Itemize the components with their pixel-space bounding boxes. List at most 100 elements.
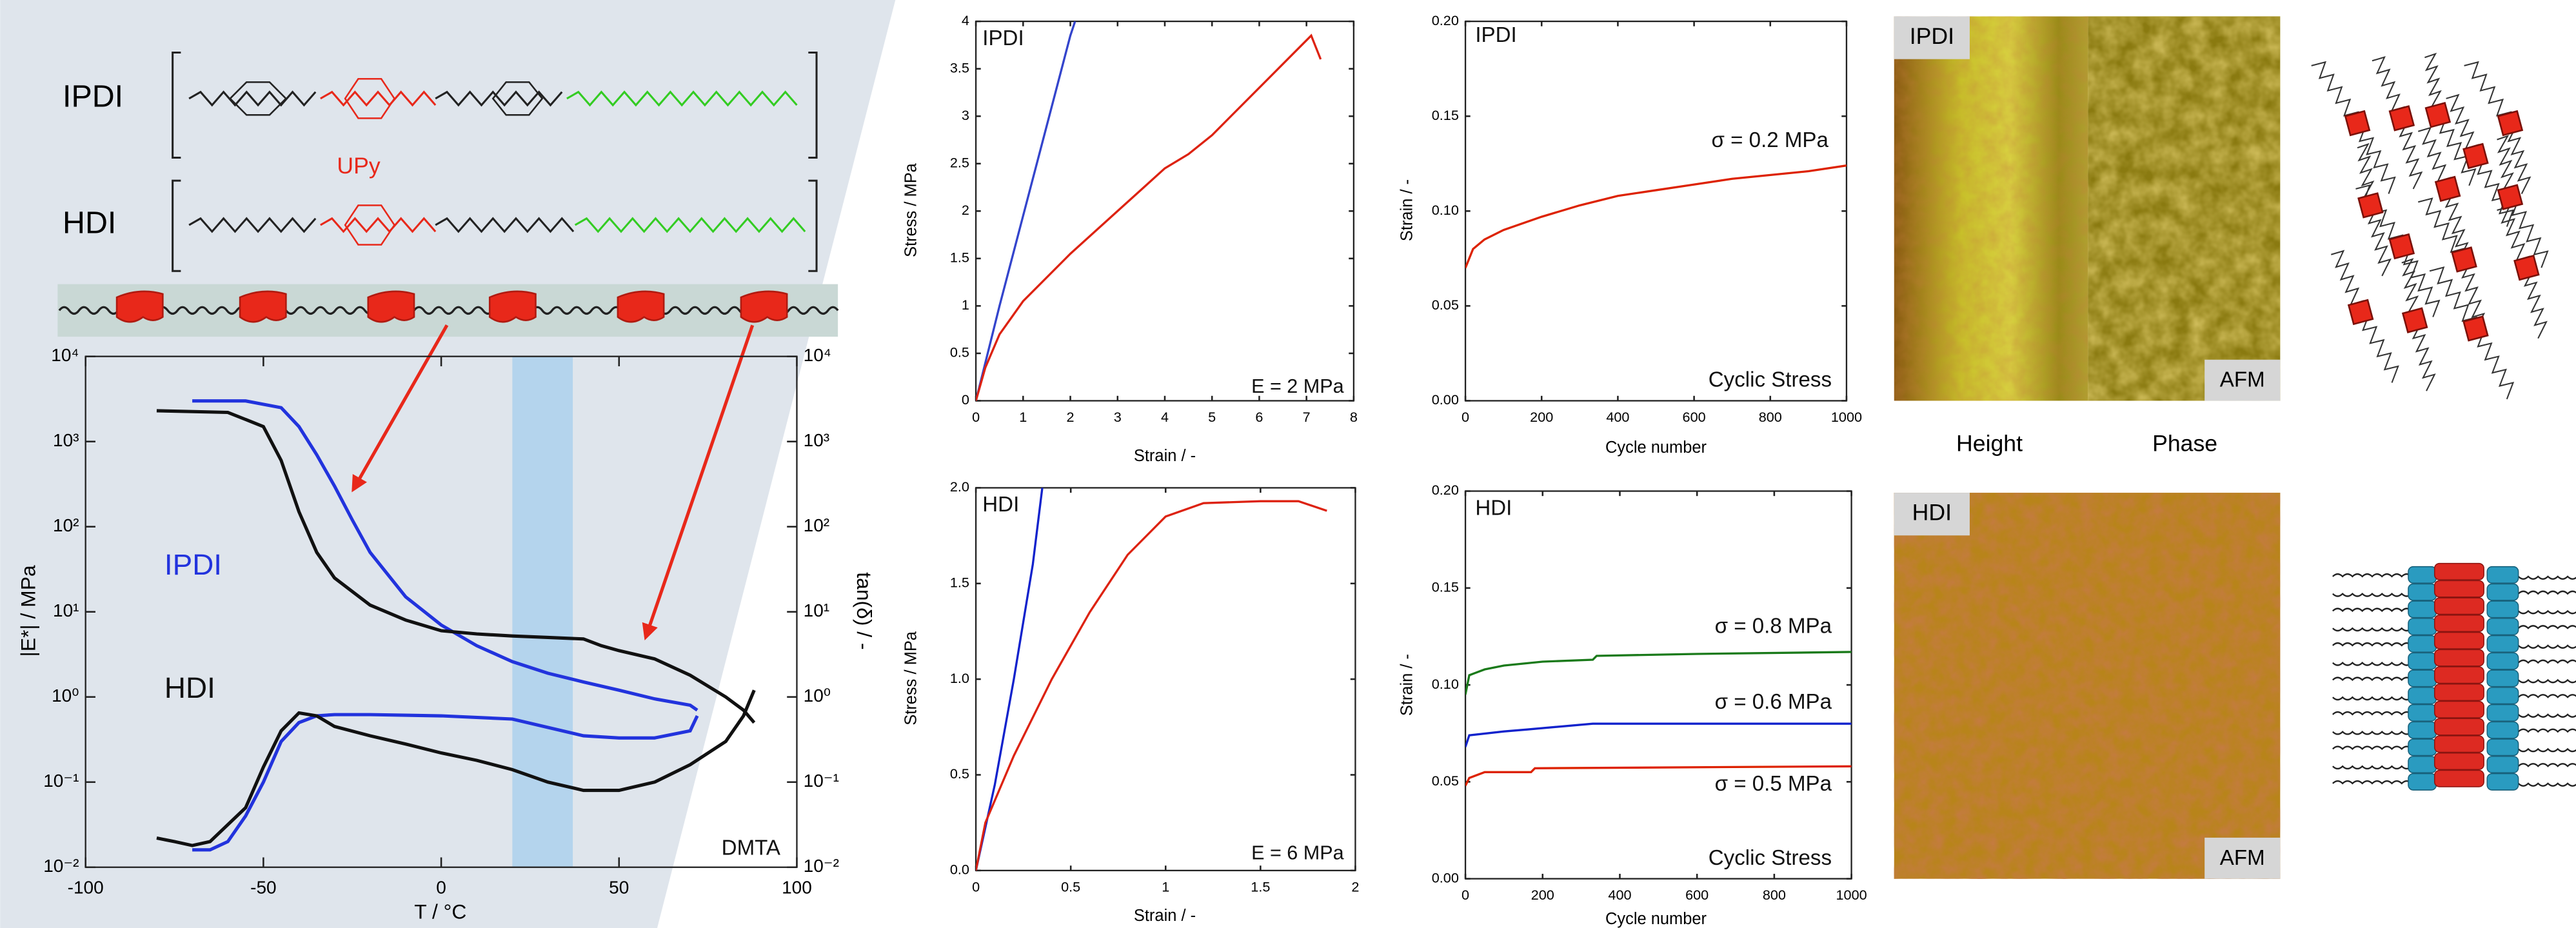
- strand: [2332, 765, 2412, 770]
- x-tick-label: 1.5: [1251, 878, 1270, 894]
- highlight-band: [512, 356, 573, 867]
- strand: [2475, 328, 2515, 400]
- arrow: [352, 324, 449, 493]
- data-line: [156, 689, 756, 847]
- structure-label: HDI: [63, 206, 116, 241]
- panel-background: [0, 0, 896, 928]
- strand: [2517, 644, 2576, 649]
- annotation: σ = 0.8 MPa: [1715, 615, 1832, 638]
- plot-frame: [1464, 490, 1852, 880]
- y-tick-label: 0.20: [1432, 482, 1459, 498]
- ring: [344, 204, 396, 246]
- cylinder: [2433, 735, 2484, 753]
- cylinder: [2486, 704, 2519, 722]
- x-tick-label: 0.5: [1061, 878, 1080, 894]
- annotation: Cyclic Stress: [1709, 368, 1832, 392]
- strand: [2444, 188, 2469, 260]
- cylinder: [2486, 756, 2519, 774]
- x-axis-label: Cycle number: [1605, 910, 1707, 928]
- x-tick-label: 1000: [1831, 409, 1862, 425]
- upy-node: [2388, 233, 2415, 260]
- cylinder: [2408, 566, 2437, 584]
- bond: [320, 90, 437, 107]
- x-tick-label: 0: [1461, 409, 1469, 425]
- y-tick-label: 2.5: [950, 154, 969, 170]
- tag-box: [1894, 16, 1970, 59]
- annotation: E = 6 MPa: [1251, 842, 1343, 864]
- chart: 0 0.5 1 1.5 2 0.0 0.5 1.0 1.5 2.0 Strain / - Stress…: [902, 479, 1359, 925]
- strand: [2517, 782, 2576, 787]
- strand: [2357, 123, 2396, 194]
- cylinder: [2408, 669, 2437, 687]
- upy-blob: [115, 290, 164, 323]
- structure-label: IPDI: [63, 79, 123, 114]
- data-line: [976, 21, 1076, 401]
- strand: [2517, 609, 2576, 615]
- y-tick-label: 0.0: [950, 862, 969, 878]
- cylinder: [2408, 756, 2437, 774]
- y-tick-label: 2: [962, 202, 969, 218]
- schematic: [2311, 52, 2576, 791]
- afm-tag: HDI: [1912, 500, 1952, 526]
- strand: [2332, 573, 2412, 578]
- y-tick-label: 0.05: [1432, 773, 1459, 789]
- bracket: [172, 51, 818, 272]
- x-tick-label: 0: [1461, 887, 1469, 903]
- x-tick-label: -50: [250, 877, 276, 897]
- strand: [2399, 117, 2423, 190]
- upy-node: [2513, 254, 2540, 281]
- annotation: σ = 0.6 MPa: [1715, 690, 1832, 714]
- strand: [2360, 311, 2399, 383]
- cylinder: [2408, 721, 2437, 739]
- y-tick-label: 10⁻¹: [43, 771, 79, 791]
- cylinder: [2433, 769, 2484, 787]
- strand: [2510, 196, 2549, 268]
- bond: [574, 217, 806, 233]
- y-axis-label: Strain / -: [1398, 179, 1416, 241]
- y-tick-label: 0.10: [1432, 202, 1459, 218]
- chemical-structure: IPDI HDI UPy: [57, 51, 839, 337]
- x-axis-label: Strain / -: [1134, 447, 1196, 465]
- chart: 0 200 400 600 800 1000 0.00 0.05 0.10 0.15 0.20 Cyc…: [1398, 482, 1867, 928]
- x-tick-label: 7: [1303, 409, 1311, 425]
- upy-node: [2462, 143, 2489, 170]
- y-tick-label: 1.5: [950, 575, 969, 591]
- strand: [2517, 625, 2576, 629]
- y-tick-label: 0.00: [1432, 869, 1459, 885]
- y-tick-label: 0.5: [950, 765, 969, 782]
- y2-tick-label: 10⁰: [804, 686, 831, 706]
- x-tick-label: 200: [1531, 887, 1554, 903]
- y-tick-label: 1: [962, 297, 969, 313]
- cylinder: [2486, 738, 2519, 756]
- strand: [2517, 590, 2576, 595]
- cylinder: [2486, 669, 2519, 687]
- chart: 0 200 400 600 800 1000 0.00 0.05 0.10 0.15 0.20 Cyc…: [1398, 12, 1862, 457]
- y2-tick-label: 10⁻²: [804, 856, 839, 876]
- strand: [2401, 246, 2441, 317]
- y-tick-label: 2.0: [950, 479, 969, 495]
- data-line: [976, 500, 1327, 871]
- plot-frame: [975, 20, 1355, 402]
- x-tick-label: 0: [972, 409, 980, 425]
- strand: [2332, 642, 2412, 647]
- upy-node: [2401, 307, 2428, 333]
- tag-box: [2204, 837, 2281, 879]
- strand: [2332, 780, 2412, 785]
- strand: [2517, 747, 2576, 753]
- cylinder: [2408, 635, 2437, 653]
- bond: [188, 217, 317, 233]
- chart: -100 -50 0 50 10010⁻²10⁻¹10⁰10¹10²10³10⁴10⁻²…: [16, 345, 875, 923]
- y-tick-label: 0.05: [1432, 297, 1459, 313]
- annotation: HDI: [1475, 496, 1512, 520]
- x-tick-label: 600: [1683, 409, 1706, 425]
- strand: [2332, 696, 2412, 701]
- x-tick-label: 600: [1685, 887, 1709, 903]
- cylinder: [2486, 635, 2519, 653]
- cylinder: [2486, 566, 2519, 584]
- strand: [2332, 593, 2412, 597]
- bond: [320, 217, 437, 233]
- y-tick-label: 10⁴: [51, 345, 79, 365]
- cylinder: [2433, 684, 2484, 702]
- chart: 0 1 2 3 4 5 6 7 8 0 0.5 1 1.5 2 2.5 3 3.5 4 Strain / - Stre…: [902, 12, 1357, 465]
